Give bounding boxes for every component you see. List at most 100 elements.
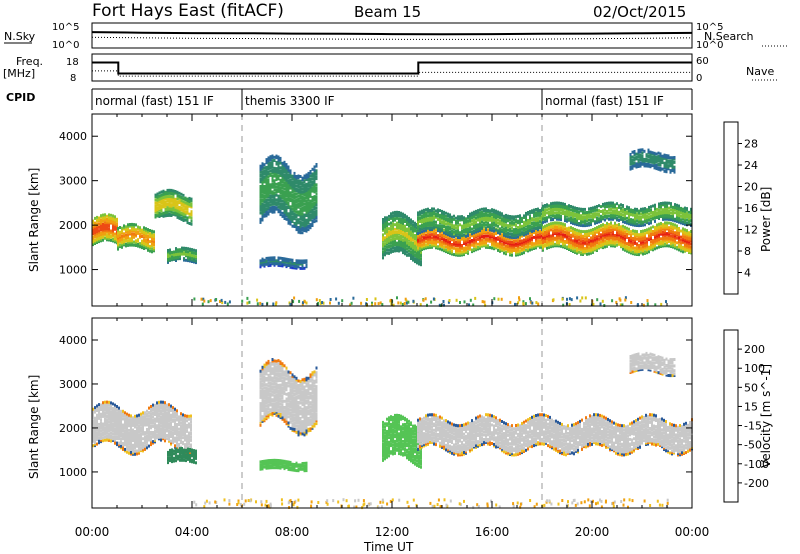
echo-cell: [169, 248, 171, 252]
echo-cell: [582, 217, 584, 221]
echo-cell: [473, 241, 475, 245]
echo-cell: [542, 225, 544, 229]
echo-cell: [668, 211, 670, 215]
echo-cell: [554, 216, 556, 220]
echo-cell: [102, 232, 104, 236]
echo-cell: [147, 237, 149, 241]
echo-cell: [307, 182, 310, 186]
echo-cell: [620, 225, 622, 229]
echo-cell: [269, 166, 272, 170]
echo-cell: [261, 215, 264, 219]
echo-cell: [463, 253, 465, 257]
echo-cell: [457, 221, 459, 225]
echo-cell: [392, 242, 394, 246]
echo-cell: [281, 172, 284, 176]
echo-cell: [285, 175, 288, 179]
echo-cell: [427, 223, 429, 227]
echo-cell: [670, 225, 672, 229]
echo-cell: [275, 168, 278, 172]
echo-cell: [419, 240, 421, 244]
echo-cell: [517, 226, 519, 229]
echo-cell: [301, 182, 304, 186]
echo-cell: [410, 218, 412, 222]
echo-cell: [384, 230, 386, 234]
echo-cell: [382, 225, 384, 229]
echo-cell: [650, 243, 652, 247]
echo-cell: [412, 244, 414, 248]
echo-cell: [535, 230, 537, 234]
echo-cell: [119, 240, 121, 244]
echo-cell: [519, 231, 521, 235]
echo-cell: [594, 212, 596, 216]
echo-cell: [176, 200, 179, 204]
echo-cell: [664, 217, 666, 221]
echo-cell: [315, 214, 318, 218]
echo-cell: [420, 257, 422, 261]
echo-cell: [307, 184, 310, 188]
echo-cell: [467, 234, 469, 237]
echo-cell: [570, 205, 572, 208]
echo-cell: [445, 227, 447, 231]
echo-cell: [552, 205, 554, 208]
echo-cell: [267, 158, 270, 161]
echo-cell: [273, 179, 276, 183]
echo-cell: [423, 210, 425, 214]
echo-cell: [127, 234, 129, 238]
echo-cell: [398, 240, 400, 244]
echo-cell: [608, 208, 610, 212]
echo-cell: [98, 232, 100, 236]
echo-cell: [423, 223, 425, 227]
echo-cell: [427, 230, 429, 234]
echo-cell: [168, 202, 171, 206]
echo-cell: [449, 234, 451, 238]
echo-cell: [469, 223, 471, 227]
echo-cell: [666, 212, 668, 216]
echo-cell: [309, 210, 312, 214]
echo-cell: [578, 229, 580, 233]
echo-cell: [511, 229, 513, 233]
echo-cell: [417, 211, 419, 215]
echo-cell: [600, 214, 602, 218]
echo-cell: [293, 189, 296, 193]
echo-cell: [435, 225, 437, 229]
echo-cell: [439, 229, 441, 233]
echo-cell: [131, 235, 133, 239]
echo-cell: [608, 214, 610, 218]
echo-cell: [618, 239, 620, 243]
echo-cell: [461, 231, 463, 234]
echo-cell: [102, 215, 104, 219]
echo-cell: [170, 210, 173, 214]
echo-cell: [556, 216, 558, 220]
echo-cell: [511, 253, 513, 257]
echo-cell: [427, 207, 429, 211]
echo-cell: [435, 220, 437, 224]
echo-cell: [503, 219, 505, 223]
echo-cell: [479, 237, 481, 241]
echo-cell: [570, 235, 572, 239]
echo-cell: [259, 259, 262, 263]
echo-cell: [636, 242, 638, 246]
echo-cell: [168, 207, 171, 211]
echo-cell: [495, 216, 497, 219]
echo-cell: [410, 227, 412, 231]
echo-cell: [479, 235, 481, 239]
echo-cell: [291, 215, 294, 219]
echo-cell: [417, 219, 419, 223]
echo-cell: [104, 229, 106, 232]
echo-cell: [269, 208, 272, 212]
echo-cell: [135, 234, 137, 238]
echo-cell: [550, 223, 552, 227]
echo-cell: [431, 244, 433, 248]
echo-cell: [315, 177, 318, 181]
echo-cell: [564, 233, 566, 237]
echo-cell: [147, 229, 149, 233]
echo-cell: [668, 217, 670, 221]
echo-cell: [398, 220, 400, 224]
echo-cell: [485, 245, 487, 249]
echo-cell: [176, 211, 179, 215]
echo-cell: [574, 217, 576, 221]
echo-cell: [127, 240, 129, 244]
echo-cell: [552, 218, 554, 221]
echo-cell: [570, 238, 572, 242]
echo-cell: [660, 211, 662, 215]
